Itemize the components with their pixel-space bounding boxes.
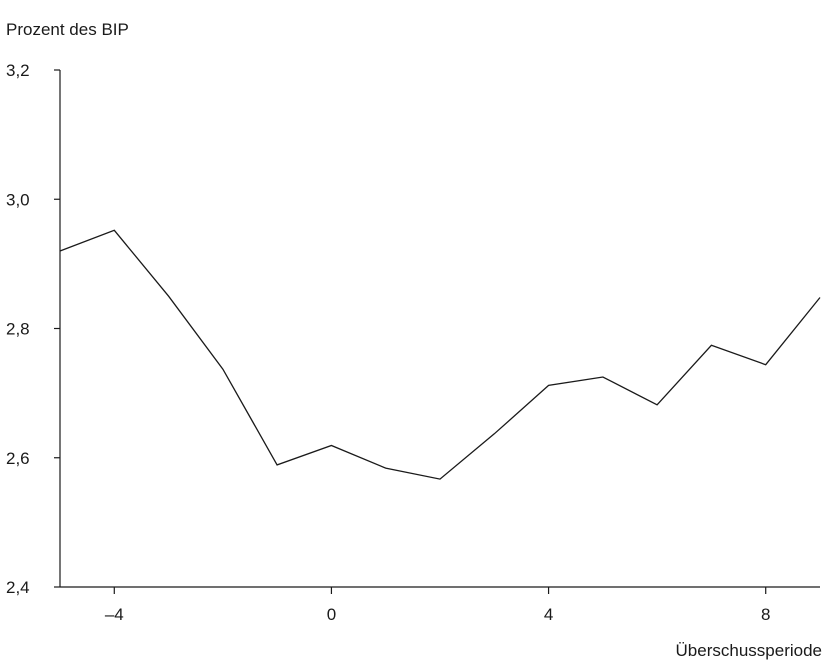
- y-axis-title: Prozent des BIP: [6, 20, 129, 39]
- x-tick-label: 8: [761, 605, 770, 624]
- y-tick-label: 2,8: [6, 320, 30, 339]
- series-line: [59, 229, 821, 480]
- x-tick-label: 4: [544, 605, 553, 624]
- x-tick-label: 0: [327, 605, 336, 624]
- x-axis-title: Überschussperiode: [675, 641, 822, 660]
- series: [59, 229, 821, 480]
- axes: [59, 70, 820, 588]
- x-tick-label: –4: [105, 605, 124, 624]
- ticks: 2,4 2,6 2,8 3,0 3,2 –4 0 4 8: [6, 61, 770, 624]
- y-tick-label: 3,0: [6, 190, 30, 209]
- y-tick-label: 2,4: [6, 578, 30, 597]
- y-tick-label: 2,6: [6, 449, 30, 468]
- y-tick-label: 3,2: [6, 61, 30, 80]
